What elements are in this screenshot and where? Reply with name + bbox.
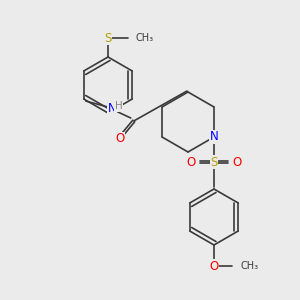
Text: O: O (209, 260, 219, 272)
Text: N: N (210, 130, 218, 143)
Text: O: O (186, 155, 196, 169)
Text: O: O (115, 133, 124, 146)
Text: N: N (107, 103, 116, 116)
Text: S: S (104, 32, 112, 44)
Text: O: O (232, 155, 242, 169)
Text: CH₃: CH₃ (241, 261, 259, 271)
Text: S: S (210, 155, 218, 169)
Text: H: H (115, 101, 123, 111)
Text: CH₃: CH₃ (136, 33, 154, 43)
